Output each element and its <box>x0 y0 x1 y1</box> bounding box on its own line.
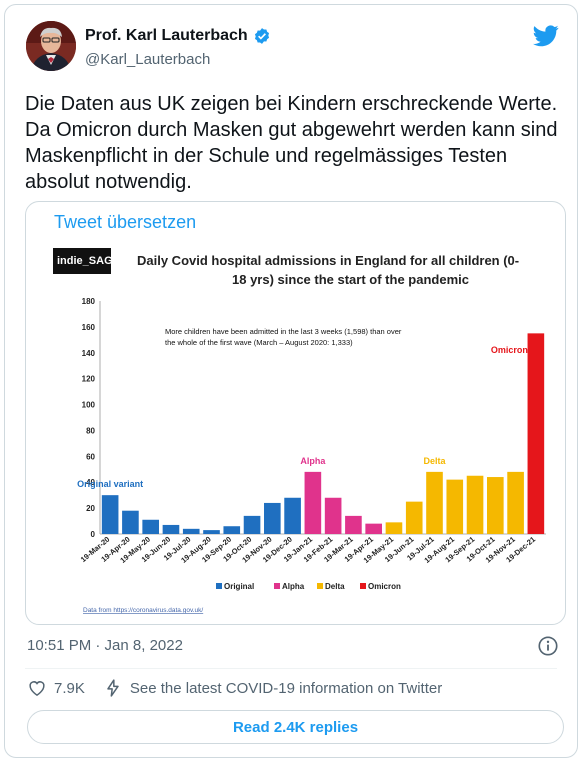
bar-alpha <box>324 497 342 534</box>
bar-alpha <box>365 523 382 534</box>
y-tick-label: 80 <box>86 426 95 435</box>
chart-title-line1: Daily Covid hospital admissions in Engla… <box>137 253 519 268</box>
bar-original <box>182 528 200 534</box>
divider <box>25 668 557 669</box>
y-tick-label: 160 <box>82 323 96 332</box>
indie-sage-logo-text: indie_SAGE <box>57 255 120 267</box>
series-label-omicron: Omicron <box>491 345 528 355</box>
author-row[interactable]: Prof. Karl Lauterbach <box>85 27 271 45</box>
bar-delta <box>507 471 524 534</box>
y-tick-label: 140 <box>82 349 96 358</box>
lightning-icon <box>107 679 119 697</box>
y-tick-label: 60 <box>86 452 95 461</box>
y-tick-label: 20 <box>86 504 95 513</box>
legend-label-original: Original <box>224 582 254 591</box>
bar-original <box>101 495 119 534</box>
chart-source: Data from https://coronavirus.data.gov.u… <box>83 607 203 614</box>
tweet-actions: 7.9K See the latest COVID-19 information… <box>27 678 460 698</box>
chart-title-line2: 18 yrs) since the start of the pandemic <box>232 272 469 287</box>
series-label-alpha: Alpha <box>300 456 326 466</box>
bar-delta <box>466 475 484 534</box>
chart-annotation-line1: More children have been admitted in the … <box>165 327 402 336</box>
y-tick-label: 180 <box>82 297 96 306</box>
legend-label-delta: Delta <box>325 582 345 591</box>
series-label-delta: Delta <box>423 456 446 466</box>
bar-delta <box>487 477 504 534</box>
bar-original <box>142 519 159 534</box>
bar-original <box>162 524 180 534</box>
bar-original <box>284 497 301 534</box>
translate-link[interactable]: Tweet übersetzen <box>54 212 197 232</box>
bar-omicron <box>527 333 545 534</box>
heart-icon <box>29 681 45 696</box>
read-replies-button[interactable]: Read 2.4K replies <box>27 710 564 744</box>
info-icon[interactable] <box>537 635 559 657</box>
bar-original <box>243 515 261 534</box>
bar-alpha <box>304 471 322 534</box>
bar-delta <box>426 471 443 534</box>
bar-alpha <box>345 515 362 534</box>
legend-swatch-omicron <box>360 583 366 589</box>
covid-info-text: See the latest COVID-19 information on T… <box>129 679 443 697</box>
tweet-media[interactable]: Tweet übersetzen indie_SAGE Daily Covid … <box>25 201 566 625</box>
y-tick-label: 40 <box>86 478 95 487</box>
bar-delta <box>405 501 423 534</box>
verified-badge-icon <box>254 28 269 44</box>
avatar[interactable] <box>26 21 76 71</box>
legend-label-omicron: Omicron <box>368 582 401 591</box>
tweet-timestamp[interactable]: 10:51 PM · Jan 8, 2022 <box>27 637 183 654</box>
legend-swatch-delta <box>317 583 323 589</box>
y-tick-label: 100 <box>82 401 96 410</box>
like-button[interactable]: 7.9K <box>27 678 85 698</box>
tweet-text: Die Daten aus UK zeigen bei Kindern ersc… <box>25 93 558 193</box>
legend-label-alpha: Alpha <box>282 582 305 591</box>
author-handle[interactable]: @Karl_Lauterbach <box>85 51 211 68</box>
bar-original <box>203 530 220 534</box>
bar-original <box>122 510 139 534</box>
legend-swatch-alpha <box>274 583 280 589</box>
bar-original <box>223 526 241 534</box>
hospital-admissions-chart: indie_SAGE Daily Covid hospital admissio… <box>53 248 546 614</box>
bar-delta <box>446 479 464 534</box>
legend-swatch-original <box>216 583 222 589</box>
twitter-bird-icon[interactable] <box>533 25 559 47</box>
bar-original <box>264 502 281 534</box>
covid-info-link[interactable]: See the latest COVID-19 information on T… <box>103 678 442 698</box>
series-label-original: Original variant <box>77 479 143 489</box>
chart-annotation-line2: the whole of the first wave (March – Aug… <box>165 338 353 347</box>
indie-sage-logo <box>53 248 111 274</box>
author-name[interactable]: Prof. Karl Lauterbach <box>85 27 248 44</box>
bar-delta <box>385 522 403 534</box>
y-tick-label: 0 <box>91 530 96 539</box>
y-tick-label: 120 <box>82 375 96 384</box>
like-count: 7.9K <box>54 679 85 697</box>
tweet-card: Prof. Karl Lauterbach @Karl_Lauterbach D… <box>4 4 578 758</box>
